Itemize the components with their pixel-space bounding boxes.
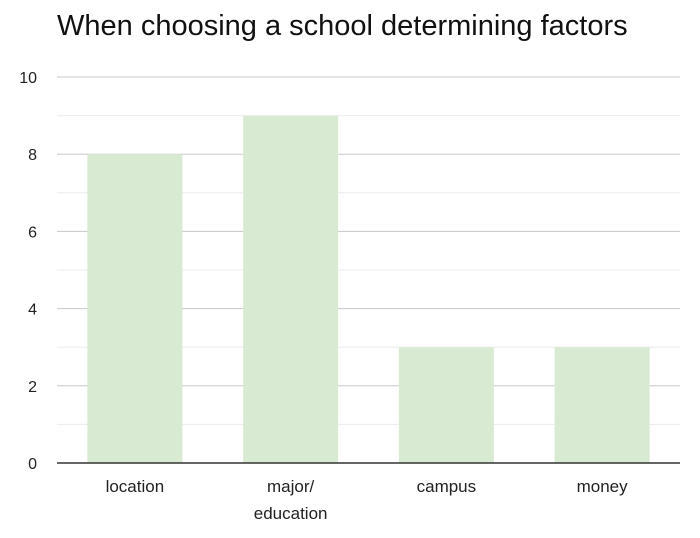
chart-title: When choosing a school determining facto… — [57, 10, 628, 42]
x-tick-label: campus — [417, 477, 477, 496]
x-tick-label: major/education — [254, 477, 328, 523]
y-tick-label: 0 — [28, 456, 37, 473]
bars — [87, 115, 650, 463]
y-tick-label: 4 — [28, 302, 37, 319]
y-tick-label: 2 — [28, 379, 37, 396]
bar — [398, 347, 494, 463]
x-tick-label: location — [106, 477, 165, 496]
y-tick-label: 10 — [19, 70, 37, 87]
y-tick-label: 6 — [28, 224, 37, 241]
labels: 0 2 4 6 8 10 location major/education campus mone… — [19, 70, 628, 523]
y-tick-label: 8 — [28, 147, 37, 164]
bar — [87, 154, 183, 463]
bar — [243, 115, 339, 463]
x-tick-label: money — [577, 477, 629, 496]
bar — [554, 347, 650, 463]
